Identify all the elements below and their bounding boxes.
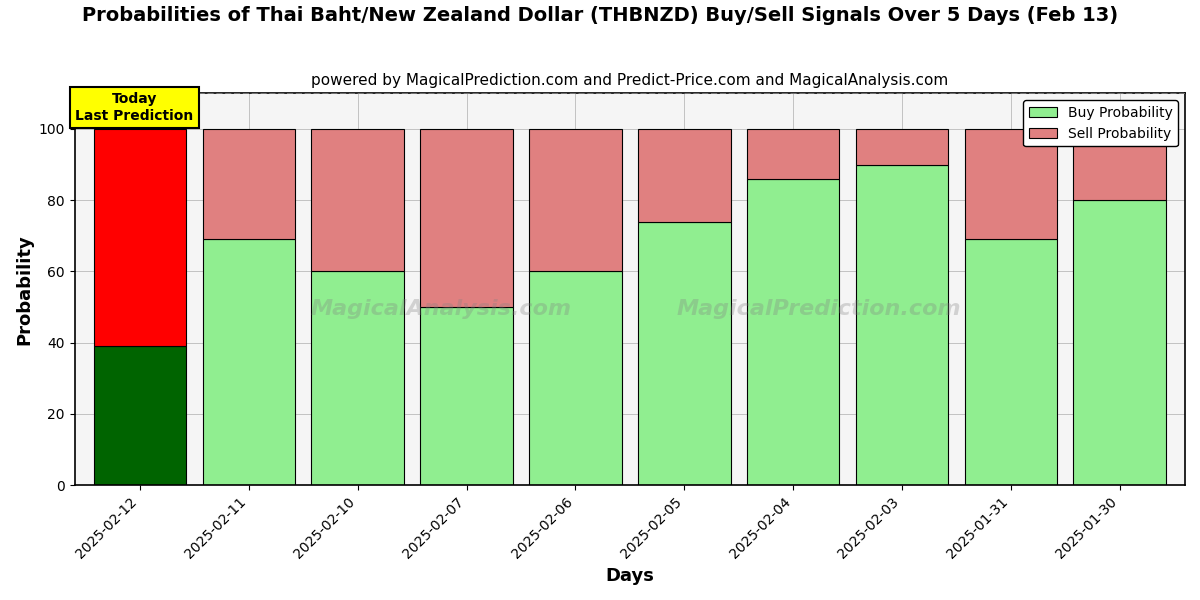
Bar [312, 271, 404, 485]
Bar [1074, 200, 1166, 485]
Bar [94, 129, 186, 346]
Bar [529, 129, 622, 271]
X-axis label: Days: Days [605, 567, 654, 585]
Bar [746, 179, 839, 485]
Y-axis label: Probability: Probability [16, 234, 34, 344]
Bar [638, 221, 731, 485]
Bar [312, 129, 404, 271]
Bar [856, 164, 948, 485]
Bar [94, 346, 186, 485]
Legend: Buy Probability, Sell Probability: Buy Probability, Sell Probability [1024, 100, 1178, 146]
Text: MagicalAnalysis.com: MagicalAnalysis.com [311, 299, 571, 319]
Bar [1074, 129, 1166, 200]
Bar [856, 129, 948, 164]
Title: powered by MagicalPrediction.com and Predict-Price.com and MagicalAnalysis.com: powered by MagicalPrediction.com and Pre… [311, 73, 948, 88]
Bar [420, 307, 512, 485]
Bar [638, 129, 731, 221]
Text: MagicalPrediction.com: MagicalPrediction.com [677, 299, 961, 319]
Text: Today
Last Prediction: Today Last Prediction [76, 92, 193, 122]
Bar [965, 239, 1057, 485]
Bar [420, 129, 512, 307]
Bar [529, 271, 622, 485]
Bar [203, 239, 295, 485]
Bar [203, 129, 295, 239]
Bar [965, 129, 1057, 239]
Bar [746, 129, 839, 179]
Text: Probabilities of Thai Baht/New Zealand Dollar (THBNZD) Buy/Sell Signals Over 5 D: Probabilities of Thai Baht/New Zealand D… [82, 6, 1118, 25]
